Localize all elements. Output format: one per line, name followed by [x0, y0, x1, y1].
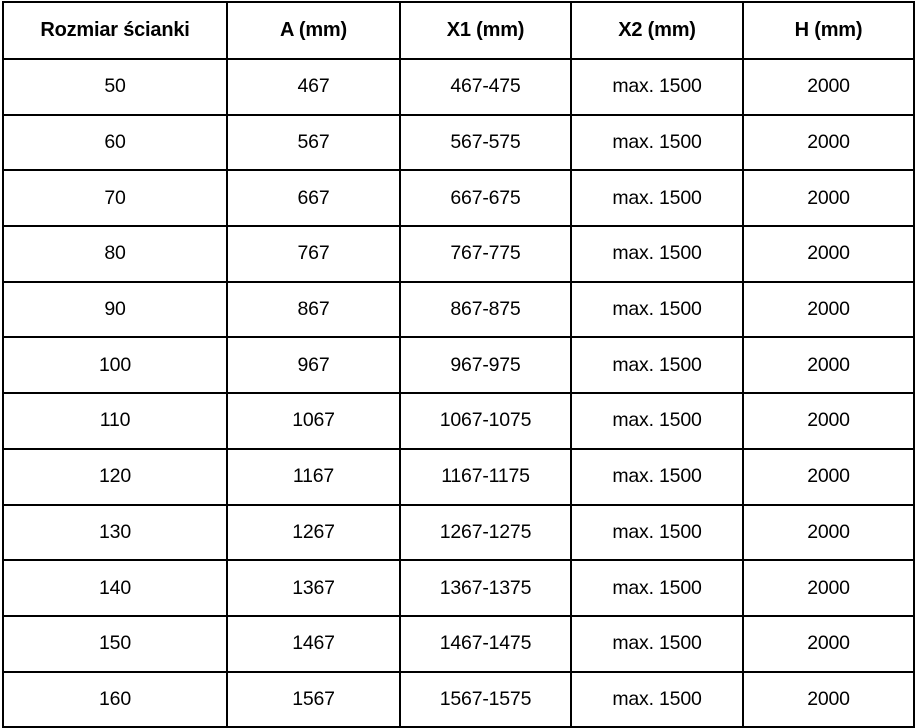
- cell-h: 2000: [742, 503, 915, 562]
- cell-rozmiar: 80: [2, 225, 228, 283]
- table-row: 110 1067 1067-1075 max. 1500 2000: [2, 392, 915, 450]
- cell-x1: 1467-1475: [399, 614, 572, 673]
- cell-x1: 467-475: [399, 58, 572, 116]
- cell-rozmiar: 160: [2, 670, 228, 728]
- cell-x2: max. 1500: [570, 503, 744, 562]
- cell-x1: 767-775: [399, 225, 572, 283]
- table-row: 100 967 967-975 max. 1500 2000: [2, 336, 915, 395]
- cell-a: 1367: [226, 559, 401, 617]
- cell-x2: max. 1500: [570, 113, 744, 172]
- table-header: Rozmiar ścianki A (mm) X1 (mm) X2 (mm) H (mm…: [2, 1, 915, 60]
- table-row: 50 467 467-475 max. 1500 2000: [2, 58, 915, 116]
- table-row: 160 1567 1567-1575 max. 1500 2000: [2, 670, 915, 728]
- cell-x2: max. 1500: [570, 280, 744, 339]
- cell-a: 967: [226, 336, 401, 395]
- cell-h: 2000: [742, 225, 915, 283]
- cell-x1: 667-675: [399, 169, 572, 228]
- cell-rozmiar: 90: [2, 280, 228, 339]
- cell-x1: 967-975: [399, 336, 572, 395]
- cell-x1: 1367-1375: [399, 559, 572, 617]
- cell-a: 767: [226, 225, 401, 283]
- cell-h: 2000: [742, 670, 915, 728]
- cell-h: 2000: [742, 58, 915, 116]
- cell-rozmiar: 60: [2, 113, 228, 172]
- cell-rozmiar: 50: [2, 58, 228, 116]
- cell-h: 2000: [742, 447, 915, 506]
- cell-a: 467: [226, 58, 401, 116]
- table-row: 80 767 767-775 max. 1500 2000: [2, 225, 915, 283]
- cell-rozmiar: 70: [2, 169, 228, 228]
- cell-a: 1567: [226, 670, 401, 728]
- cell-x2: max. 1500: [570, 614, 744, 673]
- cell-rozmiar: 150: [2, 614, 228, 673]
- cell-x1: 1067-1075: [399, 392, 572, 450]
- cell-a: 1067: [226, 392, 401, 450]
- cell-x2: max. 1500: [570, 392, 744, 450]
- cell-a: 567: [226, 113, 401, 172]
- cell-x2: max. 1500: [570, 559, 744, 617]
- cell-h: 2000: [742, 113, 915, 172]
- cell-rozmiar: 120: [2, 447, 228, 506]
- cell-h: 2000: [742, 559, 915, 617]
- cell-a: 1167: [226, 447, 401, 506]
- cell-x2: max. 1500: [570, 225, 744, 283]
- table-row: 90 867 867-875 max. 1500 2000: [2, 280, 915, 339]
- cell-x1: 567-575: [399, 113, 572, 172]
- cell-x1: 1567-1575: [399, 670, 572, 728]
- column-header-h: H (mm): [742, 1, 915, 60]
- cell-rozmiar: 110: [2, 392, 228, 450]
- cell-a: 867: [226, 280, 401, 339]
- table-row: 130 1267 1267-1275 max. 1500 2000: [2, 503, 915, 562]
- cell-h: 2000: [742, 392, 915, 450]
- cell-h: 2000: [742, 336, 915, 395]
- column-header-rozmiar: Rozmiar ścianki: [2, 1, 228, 60]
- cell-x2: max. 1500: [570, 670, 744, 728]
- cell-h: 2000: [742, 169, 915, 228]
- cell-rozmiar: 130: [2, 503, 228, 562]
- cell-x1: 1267-1275: [399, 503, 572, 562]
- cell-x1: 1167-1175: [399, 447, 572, 506]
- cell-x2: max. 1500: [570, 336, 744, 395]
- table-row: 140 1367 1367-1375 max. 1500 2000: [2, 559, 915, 617]
- cell-rozmiar: 100: [2, 336, 228, 395]
- column-header-x2: X2 (mm): [570, 1, 744, 60]
- table-row: 150 1467 1467-1475 max. 1500 2000: [2, 614, 915, 673]
- column-header-x1: X1 (mm): [399, 1, 572, 60]
- cell-x1: 867-875: [399, 280, 572, 339]
- cell-h: 2000: [742, 614, 915, 673]
- cell-x2: max. 1500: [570, 169, 744, 228]
- table-header-row: Rozmiar ścianki A (mm) X1 (mm) X2 (mm) H (mm…: [2, 1, 915, 60]
- cell-x2: max. 1500: [570, 447, 744, 506]
- table-row: 120 1167 1167-1175 max. 1500 2000: [2, 447, 915, 506]
- cell-rozmiar: 140: [2, 559, 228, 617]
- cell-a: 667: [226, 169, 401, 228]
- table-body: 50 467 467-475 max. 1500 2000 60 567 567-575 max…: [2, 58, 915, 728]
- cell-a: 1267: [226, 503, 401, 562]
- cell-h: 2000: [742, 280, 915, 339]
- column-header-a: A (mm): [226, 1, 401, 60]
- cell-x2: max. 1500: [570, 58, 744, 116]
- table-row: 70 667 667-675 max. 1500 2000: [2, 169, 915, 228]
- table-row: 60 567 567-575 max. 1500 2000: [2, 113, 915, 172]
- cell-a: 1467: [226, 614, 401, 673]
